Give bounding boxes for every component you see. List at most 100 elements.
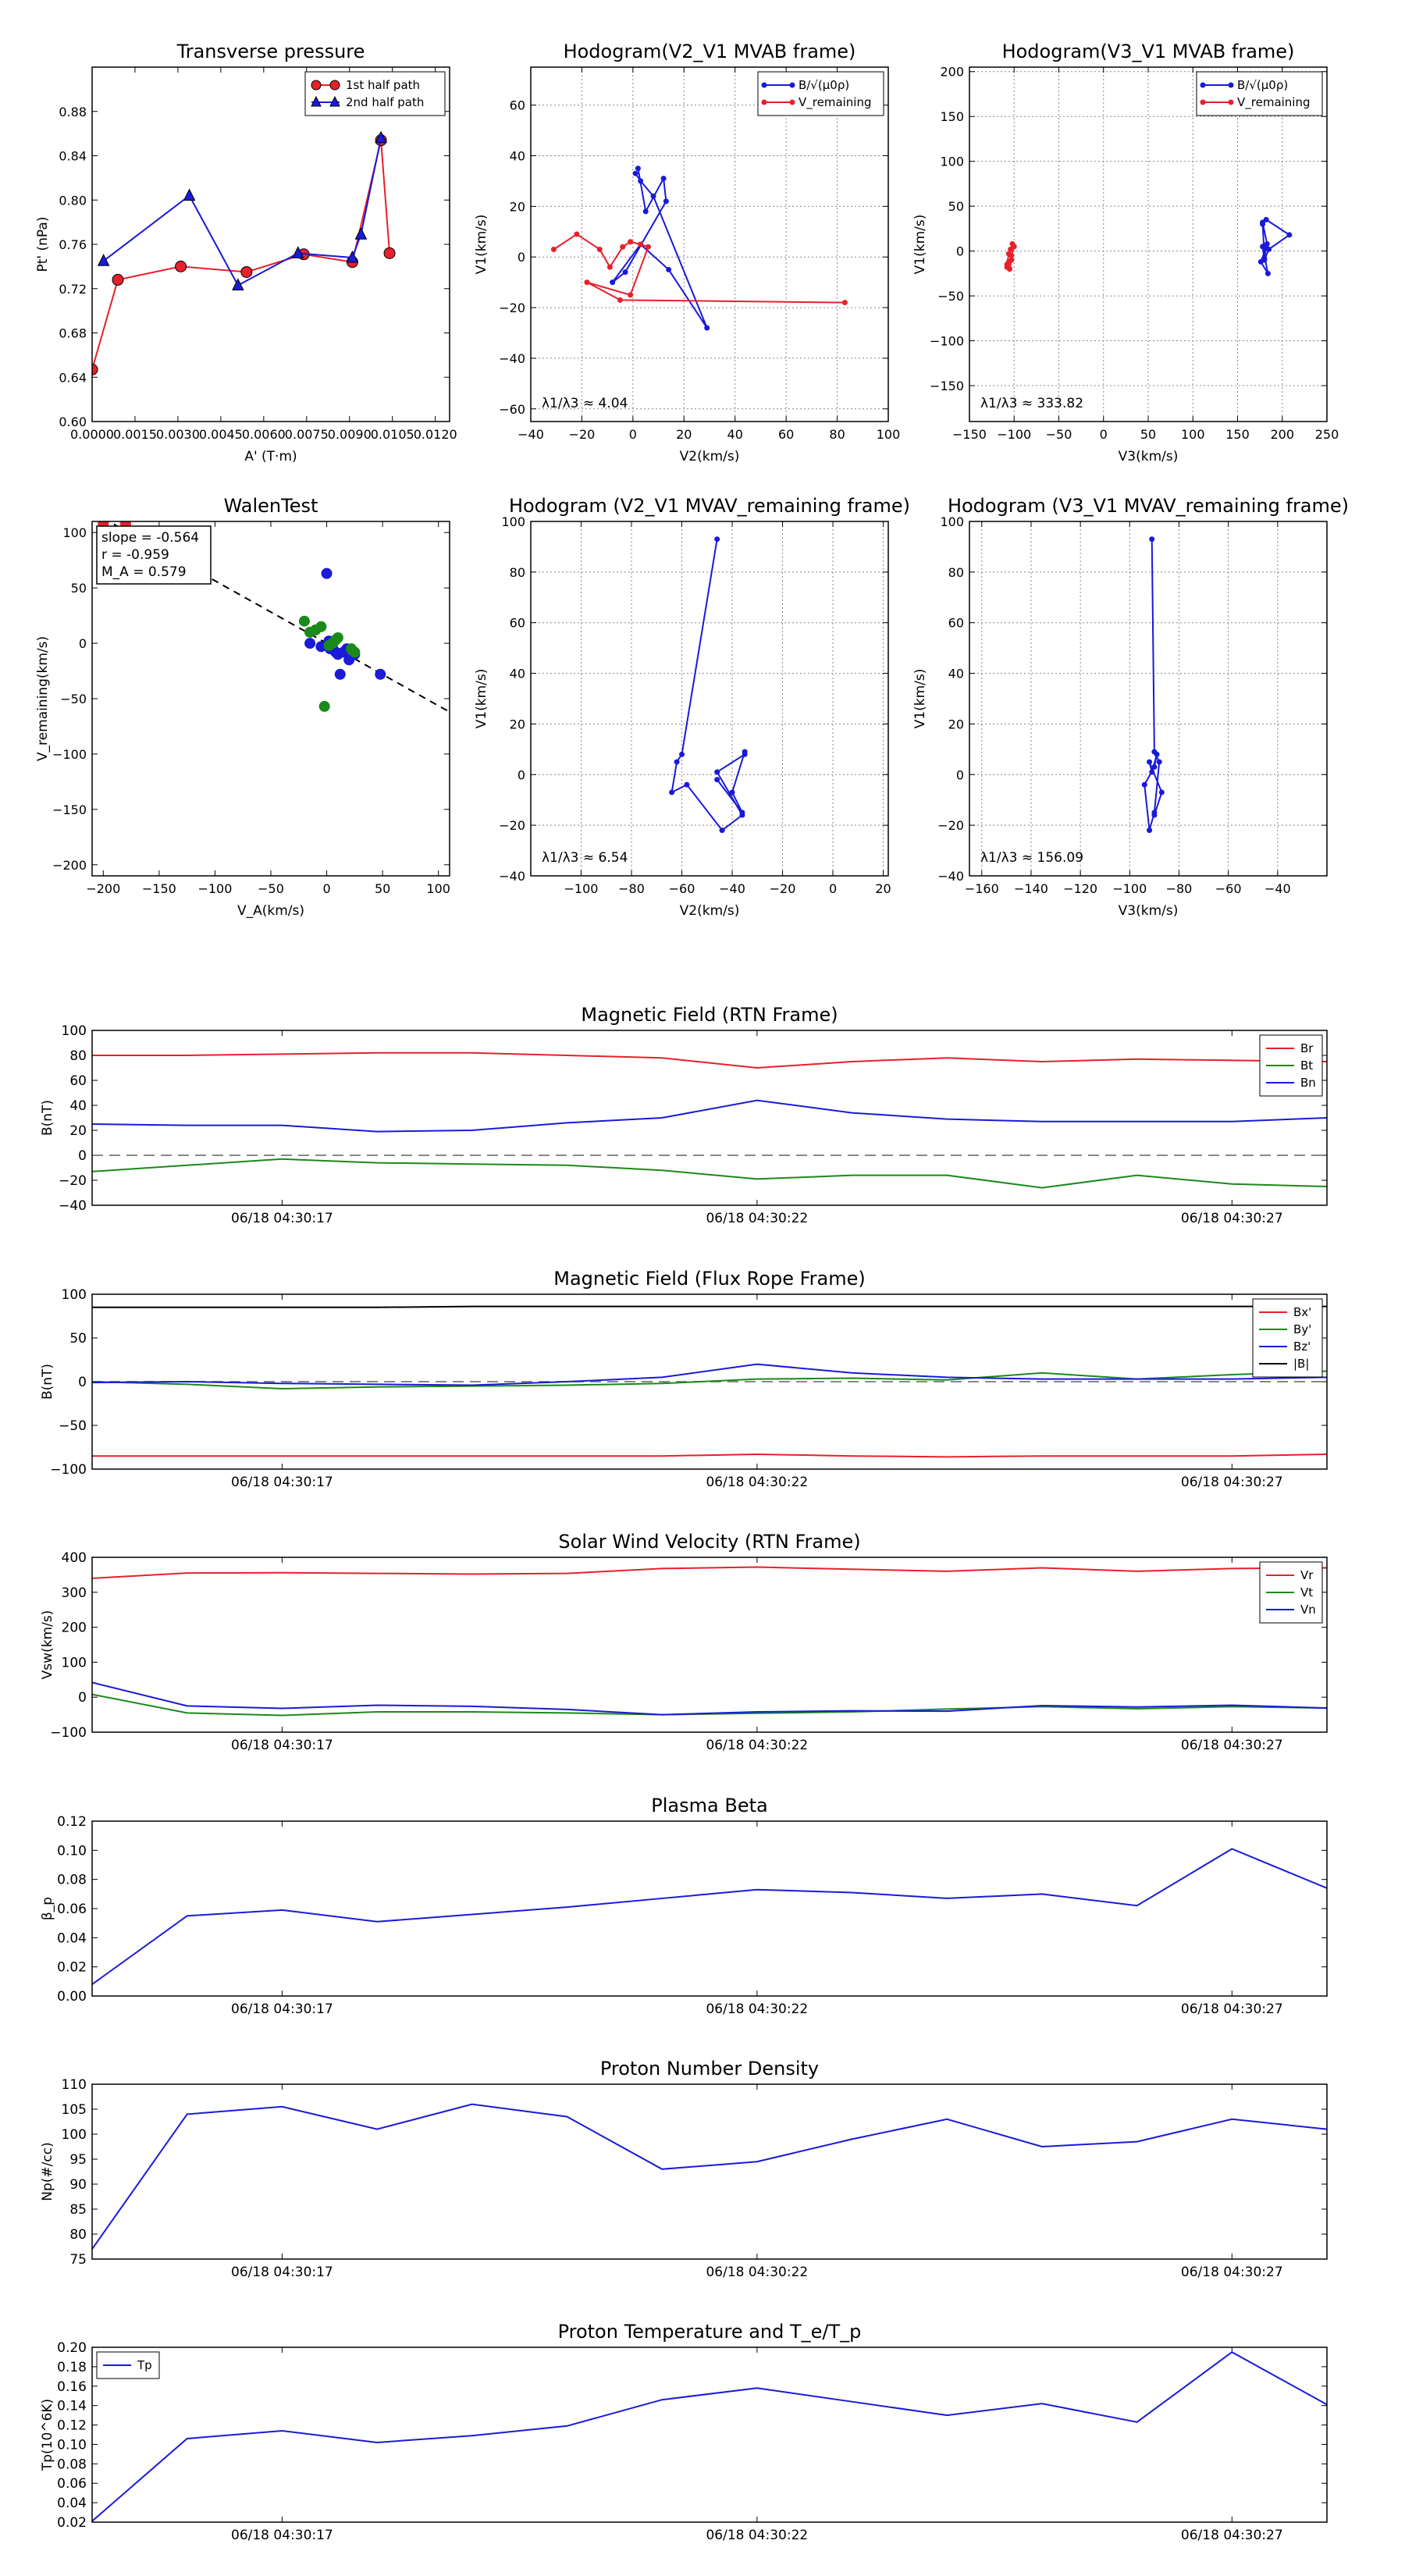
chart-wt: −200 −150 −100 −50 0 50 100 −200 −150 −100 −50 0 50 1…	[35, 495, 450, 919]
y-tick-label: 0.76	[59, 237, 87, 252]
y-tick-label: 0.02	[57, 1960, 87, 1976]
y-tick-label: −20	[499, 301, 525, 315]
series-line-Bn	[92, 1099, 1327, 1133]
x-tick-label: −100	[197, 881, 232, 896]
x-tick-label: 06/18 04:30:22	[706, 2265, 808, 2280]
legend-label: By'	[1293, 1322, 1311, 1336]
legend-label: Bt	[1300, 1059, 1313, 1073]
scatter-point	[298, 615, 310, 627]
x-tick-label: 0	[322, 881, 330, 896]
eigenvalue-ratio-annotation: λ1/λ3 ≈ 4.04	[542, 396, 628, 411]
series-line-Vn	[92, 1681, 1327, 1716]
data-point	[1009, 240, 1016, 247]
data-point	[628, 239, 634, 245]
y-axis-label: B(nT)	[40, 1100, 55, 1136]
series-line-V_remaining	[553, 233, 845, 304]
y-tick-label: −50	[937, 289, 964, 304]
chart-title: Hodogram(V2_V1 MVAB frame)	[564, 41, 856, 62]
y-tick-label: 100	[940, 514, 964, 529]
data-point	[622, 269, 628, 276]
x-tick-label: −50	[1046, 427, 1072, 442]
y-tick-label: 300	[62, 1585, 87, 1601]
data-point	[841, 300, 848, 306]
plot-area	[1141, 536, 1165, 834]
y-tick-label: −150	[52, 802, 87, 817]
y-tick-label: 0.64	[59, 370, 87, 385]
x-tick-label: −60	[1215, 881, 1242, 896]
y-tick-label: 0	[518, 767, 525, 782]
y-tick-label: 200	[62, 1621, 87, 1636]
chart-pb: 06/18 04:30:17 06/18 04:30:22 06/18 04:30:…	[40, 1795, 1328, 2017]
x-tick-label: −120	[1063, 881, 1097, 896]
series-line-Vt	[92, 1693, 1327, 1717]
legend-marker	[1200, 82, 1206, 88]
data-point	[1286, 232, 1293, 238]
data-point	[1007, 266, 1013, 272]
data-point	[660, 176, 667, 182]
y-tick-label: 100	[501, 514, 525, 529]
y-tick-label: 0.88	[59, 105, 87, 119]
y-tick-label: 20	[948, 717, 964, 731]
legend-label: Vr	[1300, 1568, 1314, 1582]
eigenvalue-ratio-annotation: λ1/λ3 ≈ 156.09	[980, 850, 1083, 866]
y-tick-label: −60	[499, 402, 525, 417]
chart-title: Hodogram (V2_V1 MVAV_remaining frame)	[509, 495, 910, 517]
data-point	[729, 789, 735, 795]
y-axis-label: V1(km/s)	[912, 669, 928, 729]
data-point	[742, 749, 748, 755]
data-point	[1151, 764, 1158, 770]
x-tick-label: −100	[564, 881, 599, 896]
data-point	[704, 325, 710, 331]
legend: Br Bt Bn	[1259, 1034, 1323, 1097]
y-tick-label: 0.68	[59, 326, 87, 341]
data-point	[617, 297, 623, 303]
y-axis-label: Tp(10^6K)	[40, 2399, 55, 2471]
legend-marker	[1228, 82, 1234, 88]
legend: Tp	[96, 2351, 160, 2379]
x-tick-label: 0.0045	[199, 427, 243, 442]
x-tick-label: 150	[1225, 427, 1250, 442]
x-axis-label: V2(km/s)	[680, 903, 740, 919]
y-tick-label: 400	[62, 1550, 87, 1566]
data-point	[714, 536, 720, 543]
chart-title: Proton Number Density	[600, 2058, 819, 2080]
y-tick-label: 85	[69, 2202, 87, 2218]
y-tick-label: 40	[948, 667, 964, 681]
y-axis-label: V_remaining(km/s)	[35, 636, 51, 761]
data-point	[638, 178, 644, 184]
data-point	[375, 130, 387, 144]
data-point	[596, 246, 603, 252]
x-tick-label: 100	[877, 427, 901, 442]
chart-fr: 06/18 04:30:17 06/18 04:30:22 06/18 04:30:…	[40, 1268, 1328, 1490]
series-line-Np	[92, 2103, 1327, 2250]
series-line-V	[670, 539, 746, 832]
y-axis-label: Np(#/cc)	[40, 2142, 55, 2201]
data-point	[183, 188, 196, 201]
y-axis-label: V1(km/s)	[474, 669, 489, 729]
x-tick-label: 06/18 04:30:22	[706, 1738, 808, 1753]
y-tick-label: 20	[69, 1123, 87, 1139]
data-point	[666, 266, 672, 272]
data-point	[574, 231, 580, 237]
series-line-V	[1144, 539, 1163, 831]
y-tick-label: 50	[69, 1331, 87, 1347]
y-tick-label: 0.16	[57, 2379, 87, 2395]
x-tick-label: −40	[719, 881, 745, 896]
data-point	[232, 278, 244, 290]
x-axis-label: V3(km/s)	[1119, 903, 1179, 919]
y-axis-label: Vsw(km/s)	[40, 1610, 55, 1680]
legend-box	[1196, 71, 1323, 116]
axes-frame	[969, 521, 1328, 877]
y-tick-label: 0.08	[57, 1873, 87, 1888]
data-point	[645, 244, 651, 250]
x-tick-label: 0	[629, 427, 637, 442]
x-tick-label: 60	[778, 427, 794, 442]
legend-marker	[761, 99, 767, 105]
series-line-Bt	[92, 1158, 1327, 1189]
y-tick-label: −20	[499, 818, 525, 833]
data-point	[663, 198, 669, 205]
y-tick-label: 40	[69, 1098, 87, 1114]
scatter-point	[326, 638, 338, 649]
axes-frame	[530, 521, 889, 877]
legend-marker	[761, 82, 767, 88]
